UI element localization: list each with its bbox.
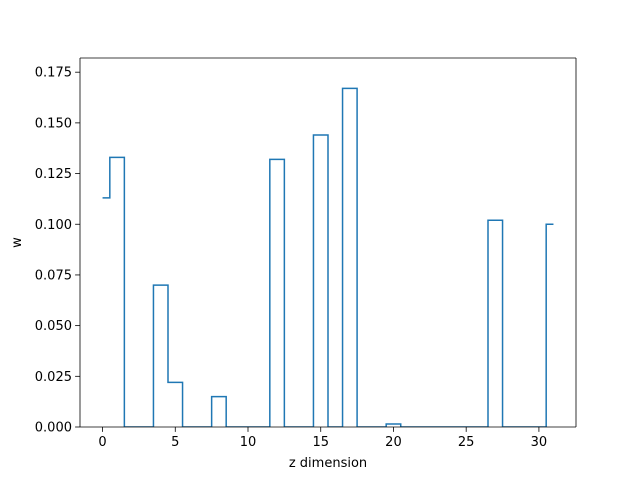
y-tick-label: 0.025 — [35, 370, 72, 385]
series-line-0 — [102, 87, 554, 427]
x-tick-label: 25 — [458, 435, 475, 450]
y-tick-label: 0.000 — [35, 421, 72, 436]
x-tick-label: 5 — [171, 435, 179, 450]
x-tick-label: 0 — [98, 435, 106, 450]
y-tick-label: 0.050 — [35, 319, 72, 334]
y-tick-label: 0.150 — [35, 116, 72, 131]
x-tick-label: 10 — [240, 435, 257, 450]
y-tick-label: 0.125 — [35, 167, 72, 182]
y-tick-label: 0.075 — [35, 268, 72, 283]
x-tick-label: 20 — [385, 435, 402, 450]
y-axis-label: w — [10, 237, 25, 248]
x-axis-label: z dimension — [289, 456, 367, 471]
x-tick-label: 30 — [531, 435, 548, 450]
y-tick-label: 0.175 — [35, 66, 72, 81]
x-tick-label: 15 — [312, 435, 329, 450]
y-tick-label: 0.100 — [35, 218, 72, 233]
